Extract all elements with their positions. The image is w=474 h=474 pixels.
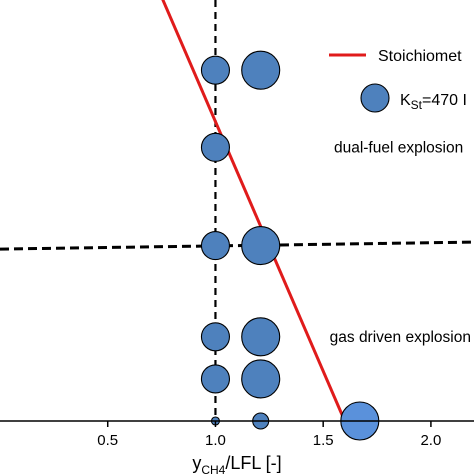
x-tick-label: 1.0 (205, 432, 226, 449)
data-point (200, 231, 231, 261)
annotation-label: dual-fuel explosion (334, 139, 463, 156)
x-tick-label: 0.5 (97, 432, 118, 449)
x-axis-title-subscript: CH4 (201, 463, 225, 474)
legend-marker-swatch (360, 83, 390, 113)
x-axis-title-main: y (192, 453, 201, 473)
horizontal-reference-line (0, 240, 474, 251)
data-point (241, 359, 281, 399)
x-axis-title-rest: /LFL [-] (225, 453, 281, 473)
fit-line-layer (161, 0, 347, 422)
data-point (241, 50, 281, 90)
data-point (200, 364, 231, 394)
data-point (241, 317, 281, 357)
points-layer (200, 50, 380, 441)
data-point (200, 55, 231, 85)
legend-label-kst: KSt=470 I (400, 92, 467, 112)
x-tick-label: 2.0 (420, 432, 441, 449)
x-axis-title: yCH4/LFL [-] (192, 453, 281, 474)
legend-label-stoichiometric: Stoichiomet (378, 48, 462, 65)
legend-label-kst-subscript: St (411, 98, 423, 112)
x-axis: 0.5 1.0 1.5 2.0 yCH4/LFL [-] (0, 420, 474, 474)
data-point (241, 226, 281, 266)
data-point (200, 322, 231, 352)
annotation-label: gas driven explosion (330, 329, 471, 346)
legend: Stoichiomet KSt=470 I (329, 48, 467, 113)
data-point (200, 132, 231, 162)
legend-label-kst-rest: =470 I (422, 92, 467, 109)
stoichiometric-line (161, 0, 347, 422)
annotations-layer: dual-fuel explosion gas driven explosion (330, 139, 471, 345)
x-tick-label: 1.5 (313, 432, 334, 449)
legend-label-kst-main: K (400, 92, 411, 109)
